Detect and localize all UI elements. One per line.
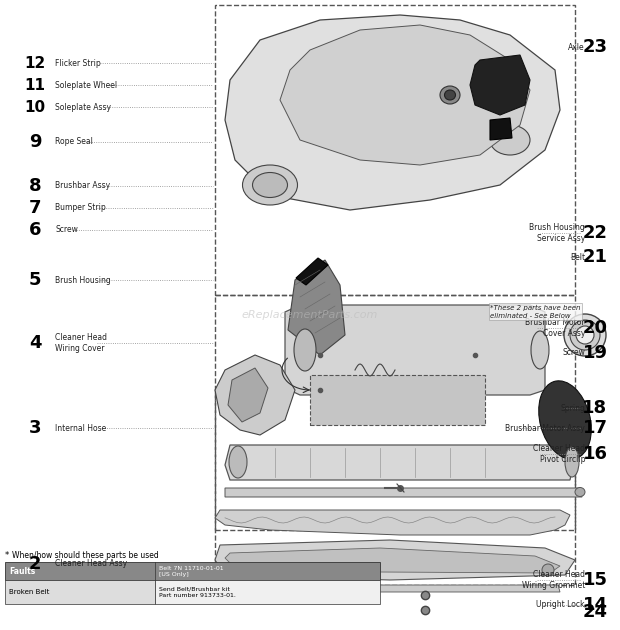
Ellipse shape [490, 125, 530, 155]
Text: 4: 4 [29, 335, 42, 352]
Ellipse shape [570, 320, 600, 350]
Ellipse shape [440, 86, 460, 104]
Text: Brushbar Assy: Brushbar Assy [55, 181, 110, 190]
Ellipse shape [294, 329, 316, 371]
Ellipse shape [252, 173, 288, 197]
Ellipse shape [576, 326, 594, 344]
Text: 6: 6 [29, 221, 42, 239]
Ellipse shape [229, 446, 247, 478]
Text: *: * [5, 551, 9, 560]
Text: 22: 22 [583, 224, 608, 242]
Polygon shape [285, 305, 545, 395]
Text: 17: 17 [583, 420, 608, 437]
Text: 9: 9 [29, 133, 42, 151]
Bar [310, 375, 485, 425]
Text: 2: 2 [29, 555, 42, 573]
Polygon shape [215, 510, 570, 535]
Text: Cleaner Head
Wiring Grommet: Cleaner Head Wiring Grommet [521, 570, 585, 590]
Text: 19: 19 [583, 344, 608, 362]
Text: Cleaner Head
Wiring Cover: Cleaner Head Wiring Cover [55, 333, 107, 353]
Text: When/how should these parts be used: When/how should these parts be used [12, 551, 159, 560]
Polygon shape [215, 540, 575, 580]
Ellipse shape [575, 488, 585, 496]
Text: 16: 16 [583, 445, 608, 462]
Ellipse shape [564, 314, 606, 356]
Text: 18: 18 [582, 399, 608, 417]
Polygon shape [222, 585, 560, 592]
Text: eReplacementParts.com: eReplacementParts.com [242, 310, 378, 320]
Text: 20: 20 [583, 319, 608, 336]
Text: Send Belt/Brushbar kit
Part number 913733-01.: Send Belt/Brushbar kit Part number 91373… [159, 587, 236, 597]
Bar [215, 295, 575, 530]
Text: 8: 8 [29, 177, 42, 195]
Text: Axle: Axle [569, 43, 585, 52]
Text: *These 2 parts have been
eliminated - See Below: *These 2 parts have been eliminated - Se… [490, 305, 580, 319]
Text: Broken Belt: Broken Belt [9, 589, 50, 595]
Polygon shape [228, 368, 268, 422]
Text: 11: 11 [25, 77, 45, 93]
Polygon shape [225, 548, 560, 573]
Text: 23: 23 [583, 38, 608, 56]
Text: 5: 5 [29, 272, 42, 289]
Text: 24: 24 [583, 603, 608, 621]
Text: Brushbar Motor Assy: Brushbar Motor Assy [505, 424, 585, 433]
Text: 10: 10 [24, 100, 45, 115]
Text: Soleplate Wheel: Soleplate Wheel [55, 81, 117, 89]
Text: Upright Lock: Upright Lock [536, 600, 585, 609]
Text: Cleaner Head
Pivot Circlip: Cleaner Head Pivot Circlip [533, 444, 585, 464]
Polygon shape [225, 15, 560, 210]
Text: Brush Housing
Service Assy: Brush Housing Service Assy [529, 223, 585, 243]
Ellipse shape [242, 165, 298, 205]
Bar [155, 580, 380, 604]
Text: 21: 21 [583, 248, 608, 266]
Ellipse shape [445, 90, 456, 100]
Text: Screw: Screw [55, 226, 78, 234]
Text: Internal Hose: Internal Hose [55, 424, 106, 433]
Bar [5, 562, 380, 580]
Polygon shape [280, 25, 530, 165]
Polygon shape [288, 260, 345, 355]
Polygon shape [470, 55, 530, 115]
Polygon shape [215, 355, 295, 435]
Text: Brush Housing: Brush Housing [55, 276, 111, 285]
Text: Screw: Screw [562, 348, 585, 357]
Text: Bumper Strip: Bumper Strip [55, 203, 106, 212]
Bar [215, 390, 575, 585]
Bar [215, 5, 575, 295]
Polygon shape [490, 118, 512, 140]
Ellipse shape [539, 381, 591, 459]
Text: Belt: Belt [570, 253, 585, 261]
Bar [5, 580, 155, 604]
Polygon shape [225, 445, 575, 480]
Text: Brushbar Motor
Cover Assy: Brushbar Motor Cover Assy [525, 318, 585, 338]
Text: 14: 14 [583, 596, 608, 614]
Text: 3: 3 [29, 420, 42, 437]
Text: 7: 7 [29, 199, 42, 217]
Text: 15: 15 [583, 571, 608, 588]
Ellipse shape [531, 331, 549, 369]
Polygon shape [225, 488, 582, 497]
Text: Flicker Strip: Flicker Strip [55, 59, 100, 67]
Text: Spring: Spring [560, 404, 585, 413]
Text: Soleplate Assy: Soleplate Assy [55, 103, 111, 112]
Text: Belt 7N 11710-01-01
[US Only]: Belt 7N 11710-01-01 [US Only] [159, 566, 224, 576]
Text: Cleaner Head Assy: Cleaner Head Assy [55, 559, 127, 568]
Text: 12: 12 [24, 55, 46, 71]
Polygon shape [296, 258, 328, 285]
Ellipse shape [542, 564, 554, 576]
Ellipse shape [565, 447, 579, 477]
Text: Faults: Faults [9, 566, 35, 576]
Text: Rope Seal: Rope Seal [55, 137, 93, 146]
